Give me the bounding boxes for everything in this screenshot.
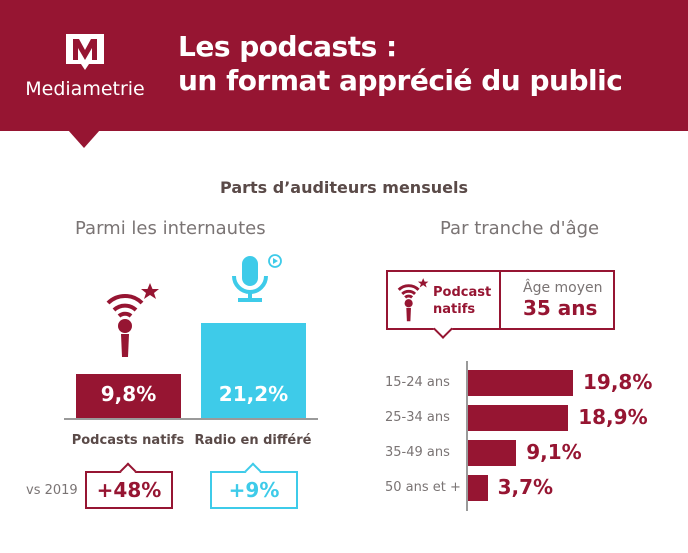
age-category-label: 35-49 ans (385, 445, 450, 460)
podcast-label-line2: natifs (433, 302, 476, 317)
age-axis (466, 361, 468, 511)
age-bar (468, 440, 517, 466)
age-category-label: 25-34 ans (385, 410, 450, 425)
vs-2019-radio-box: +9% (210, 462, 298, 509)
average-age-label: Âge moyen (523, 280, 603, 296)
title-line-1: Les podcasts : (178, 30, 397, 63)
microphone-replay-icon (232, 254, 282, 302)
header-pointer (68, 130, 100, 148)
age-bar-value: 3,7% (497, 475, 554, 499)
podcast-label-line1: Podcast (433, 285, 492, 300)
bar-value-label: 21,2% (218, 382, 289, 406)
age-bar (468, 475, 488, 501)
age-bar-value: 19,8% (583, 370, 653, 394)
right-section-title: Par tranche d'âge (440, 218, 600, 239)
bar-0 (76, 374, 181, 418)
category-label-podcasts: Podcasts natifs (71, 433, 185, 448)
age-bar-value: 18,9% (578, 405, 648, 429)
age-bar (468, 370, 573, 396)
bar-1 (201, 323, 306, 418)
age-category-label: 15-24 ans (385, 375, 450, 390)
header-banner (0, 0, 688, 131)
title-line-2: un format apprécié du public (178, 64, 623, 97)
brand-name: Mediametrie (25, 78, 145, 100)
chart-subtitle: Parts d’auditeurs mensuels (220, 178, 468, 197)
age-bar (468, 405, 569, 431)
podcast-icon (106, 283, 159, 357)
average-age-value: 35 ans (523, 296, 598, 320)
age-box-divider (499, 270, 501, 330)
age-category-label: 50 ans et + (385, 480, 461, 495)
category-label-radio: Radio en différé (194, 433, 312, 448)
podcast-natifs-label: Podcast natifs (433, 284, 491, 318)
vs-2019-podcasts-box: +48% (85, 462, 173, 509)
mediametrie-logo-icon (66, 34, 104, 70)
left-baseline (64, 418, 318, 420)
vs-2019-label: vs 2019 (26, 483, 78, 498)
podcast-icon (397, 278, 429, 322)
age-bar-value: 9,1% (526, 440, 582, 464)
bar-value-label: 9,8% (100, 382, 157, 406)
left-section-title: Parmi les internautes (75, 218, 266, 239)
vs-2019-podcasts-value: +48% (96, 478, 162, 502)
vs-2019-radio-value: +9% (228, 478, 280, 502)
